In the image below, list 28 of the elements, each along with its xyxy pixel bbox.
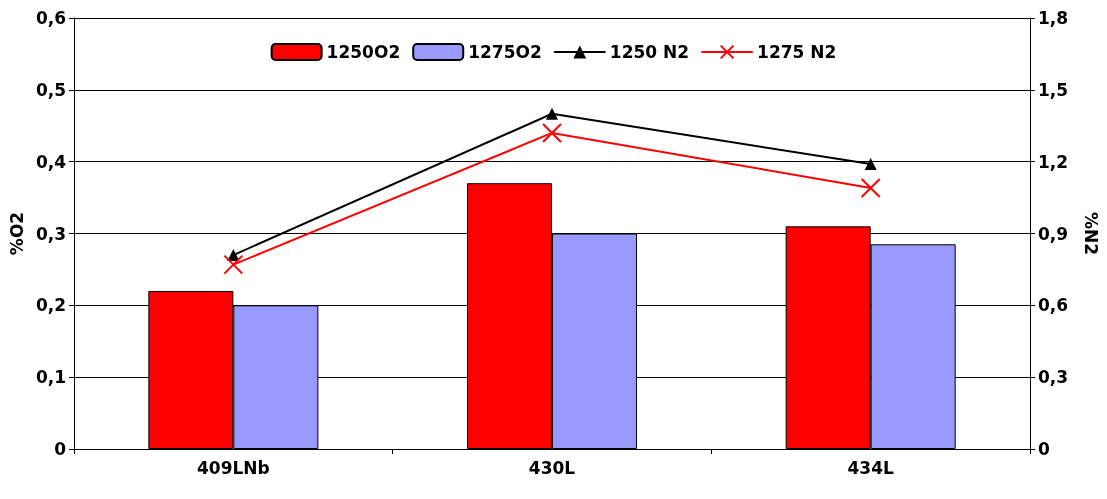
y2-tick-label: 1,2 bbox=[1038, 151, 1069, 172]
y2-tick-label: 0,9 bbox=[1038, 223, 1069, 244]
y-tick-label: 0,5 bbox=[35, 79, 67, 100]
y-tick-label: 0 bbox=[54, 439, 67, 459]
y2-tick-label: 1,8 bbox=[1038, 8, 1069, 28]
point bbox=[546, 107, 559, 120]
y-tick-label: 0,3 bbox=[35, 223, 67, 244]
point bbox=[864, 158, 877, 171]
point bbox=[223, 254, 244, 275]
legend-label: 1275O2 bbox=[468, 42, 542, 62]
y2-tick-label: 1,5 bbox=[1038, 79, 1069, 100]
y2-tick-label: 0,6 bbox=[1038, 295, 1069, 316]
y2-tick-label: 0 bbox=[1038, 439, 1050, 459]
y2-axis-title: %N2 bbox=[1080, 211, 1101, 256]
y2-tick-label: 0,3 bbox=[1038, 367, 1069, 388]
x-tick-label: 430L bbox=[528, 457, 576, 478]
legend-label: 1275 N2 bbox=[757, 42, 837, 62]
y-tick-label: 0,2 bbox=[35, 295, 67, 316]
legend-label: 1250O2 bbox=[326, 42, 401, 62]
y-tick-label: 0,1 bbox=[35, 367, 67, 388]
y-axis-title: %O2 bbox=[6, 211, 27, 256]
point bbox=[542, 122, 563, 143]
point bbox=[860, 178, 881, 199]
x-tick-label: 409LNb bbox=[196, 457, 270, 478]
x-tick-label: 434L bbox=[847, 457, 894, 478]
legend-label: 1250 N2 bbox=[609, 42, 690, 62]
y-tick-label: 0,6 bbox=[35, 8, 67, 28]
y-tick-label: 0,4 bbox=[35, 151, 67, 172]
